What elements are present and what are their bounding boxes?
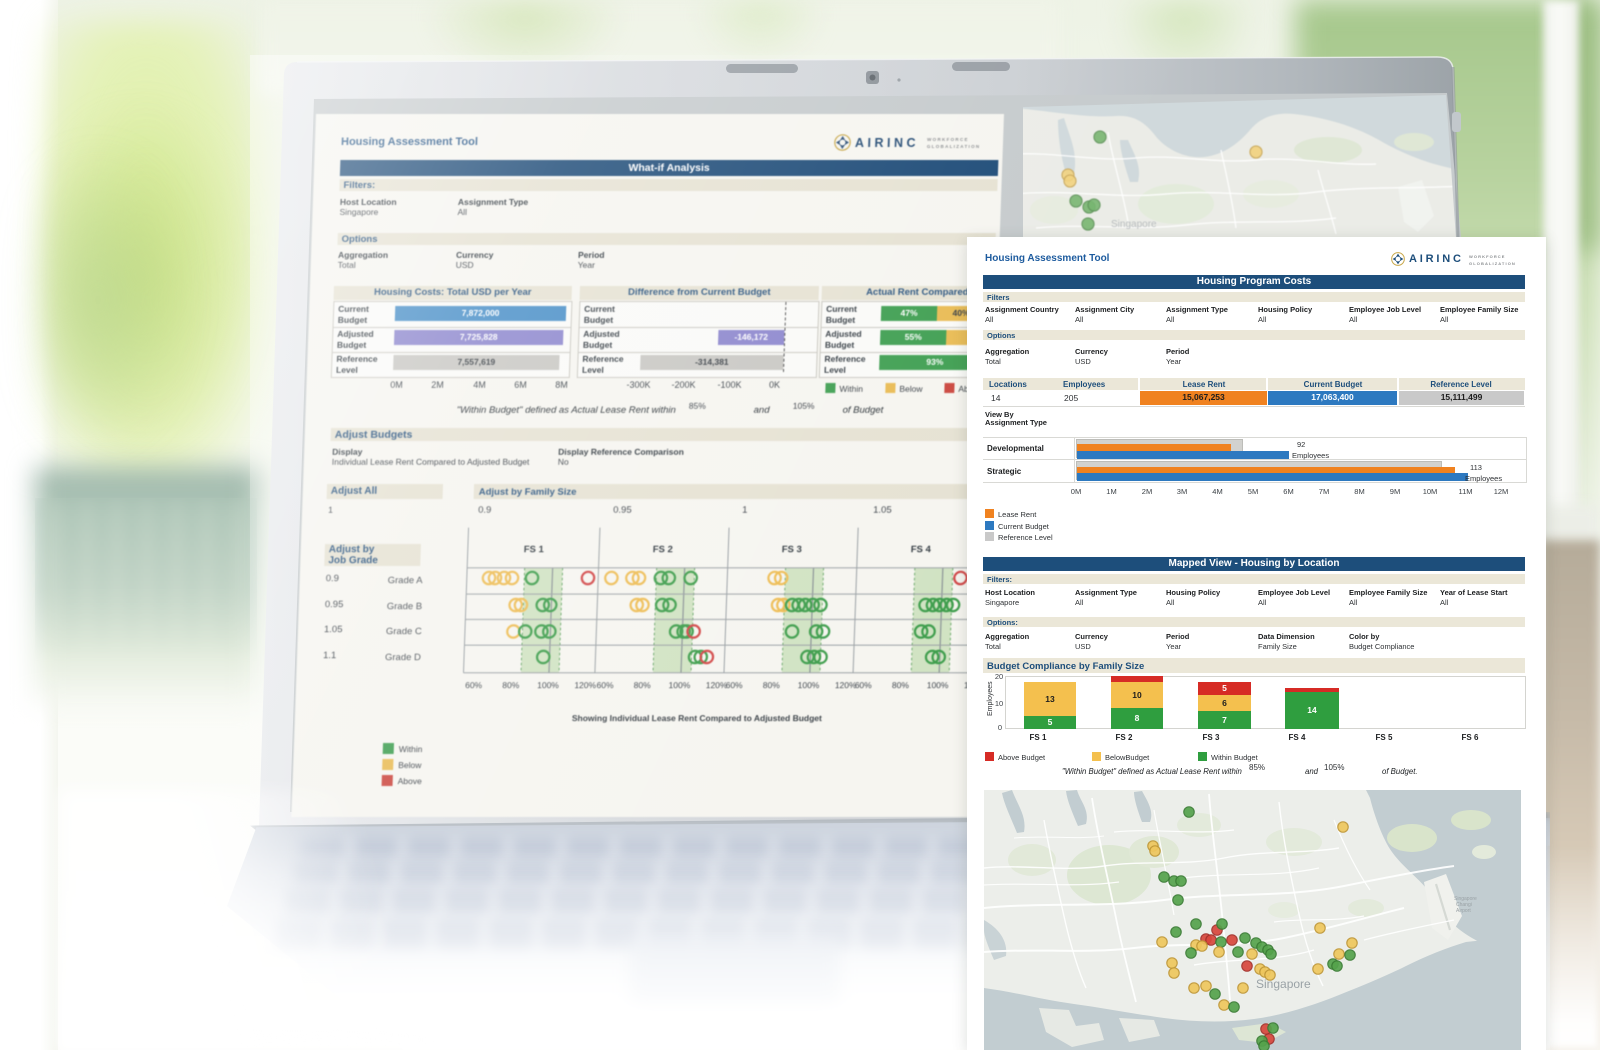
svg-text:100%: 100% bbox=[668, 680, 691, 690]
svg-text:80%: 80% bbox=[763, 680, 781, 690]
svg-text:60%: 60% bbox=[725, 680, 743, 690]
svg-text:100%: 100% bbox=[798, 680, 821, 690]
svg-text:Airport: Airport bbox=[1456, 908, 1471, 914]
svg-text:80%: 80% bbox=[892, 680, 910, 690]
svg-text:60%: 60% bbox=[596, 680, 614, 690]
svg-text:FS 3: FS 3 bbox=[782, 544, 802, 555]
svg-text:FS 1: FS 1 bbox=[524, 544, 545, 555]
svg-text:120%: 120% bbox=[706, 680, 729, 690]
svg-text:Singapore: Singapore bbox=[1454, 896, 1477, 902]
svg-text:80%: 80% bbox=[634, 680, 652, 690]
svg-text:Changi: Changi bbox=[1456, 902, 1472, 908]
svg-text:60%: 60% bbox=[855, 680, 873, 690]
svg-text:Singapore: Singapore bbox=[1256, 977, 1311, 991]
svg-text:100%: 100% bbox=[927, 680, 950, 690]
svg-text:120%: 120% bbox=[835, 680, 858, 690]
svg-text:FS 2: FS 2 bbox=[653, 544, 673, 555]
svg-text:Singapore: Singapore bbox=[1111, 219, 1157, 230]
svg-text:100%: 100% bbox=[537, 680, 560, 690]
svg-text:FS 4: FS 4 bbox=[911, 544, 932, 555]
svg-text:60%: 60% bbox=[465, 680, 483, 690]
svg-text:80%: 80% bbox=[502, 680, 520, 690]
svg-text:120%: 120% bbox=[574, 680, 597, 690]
